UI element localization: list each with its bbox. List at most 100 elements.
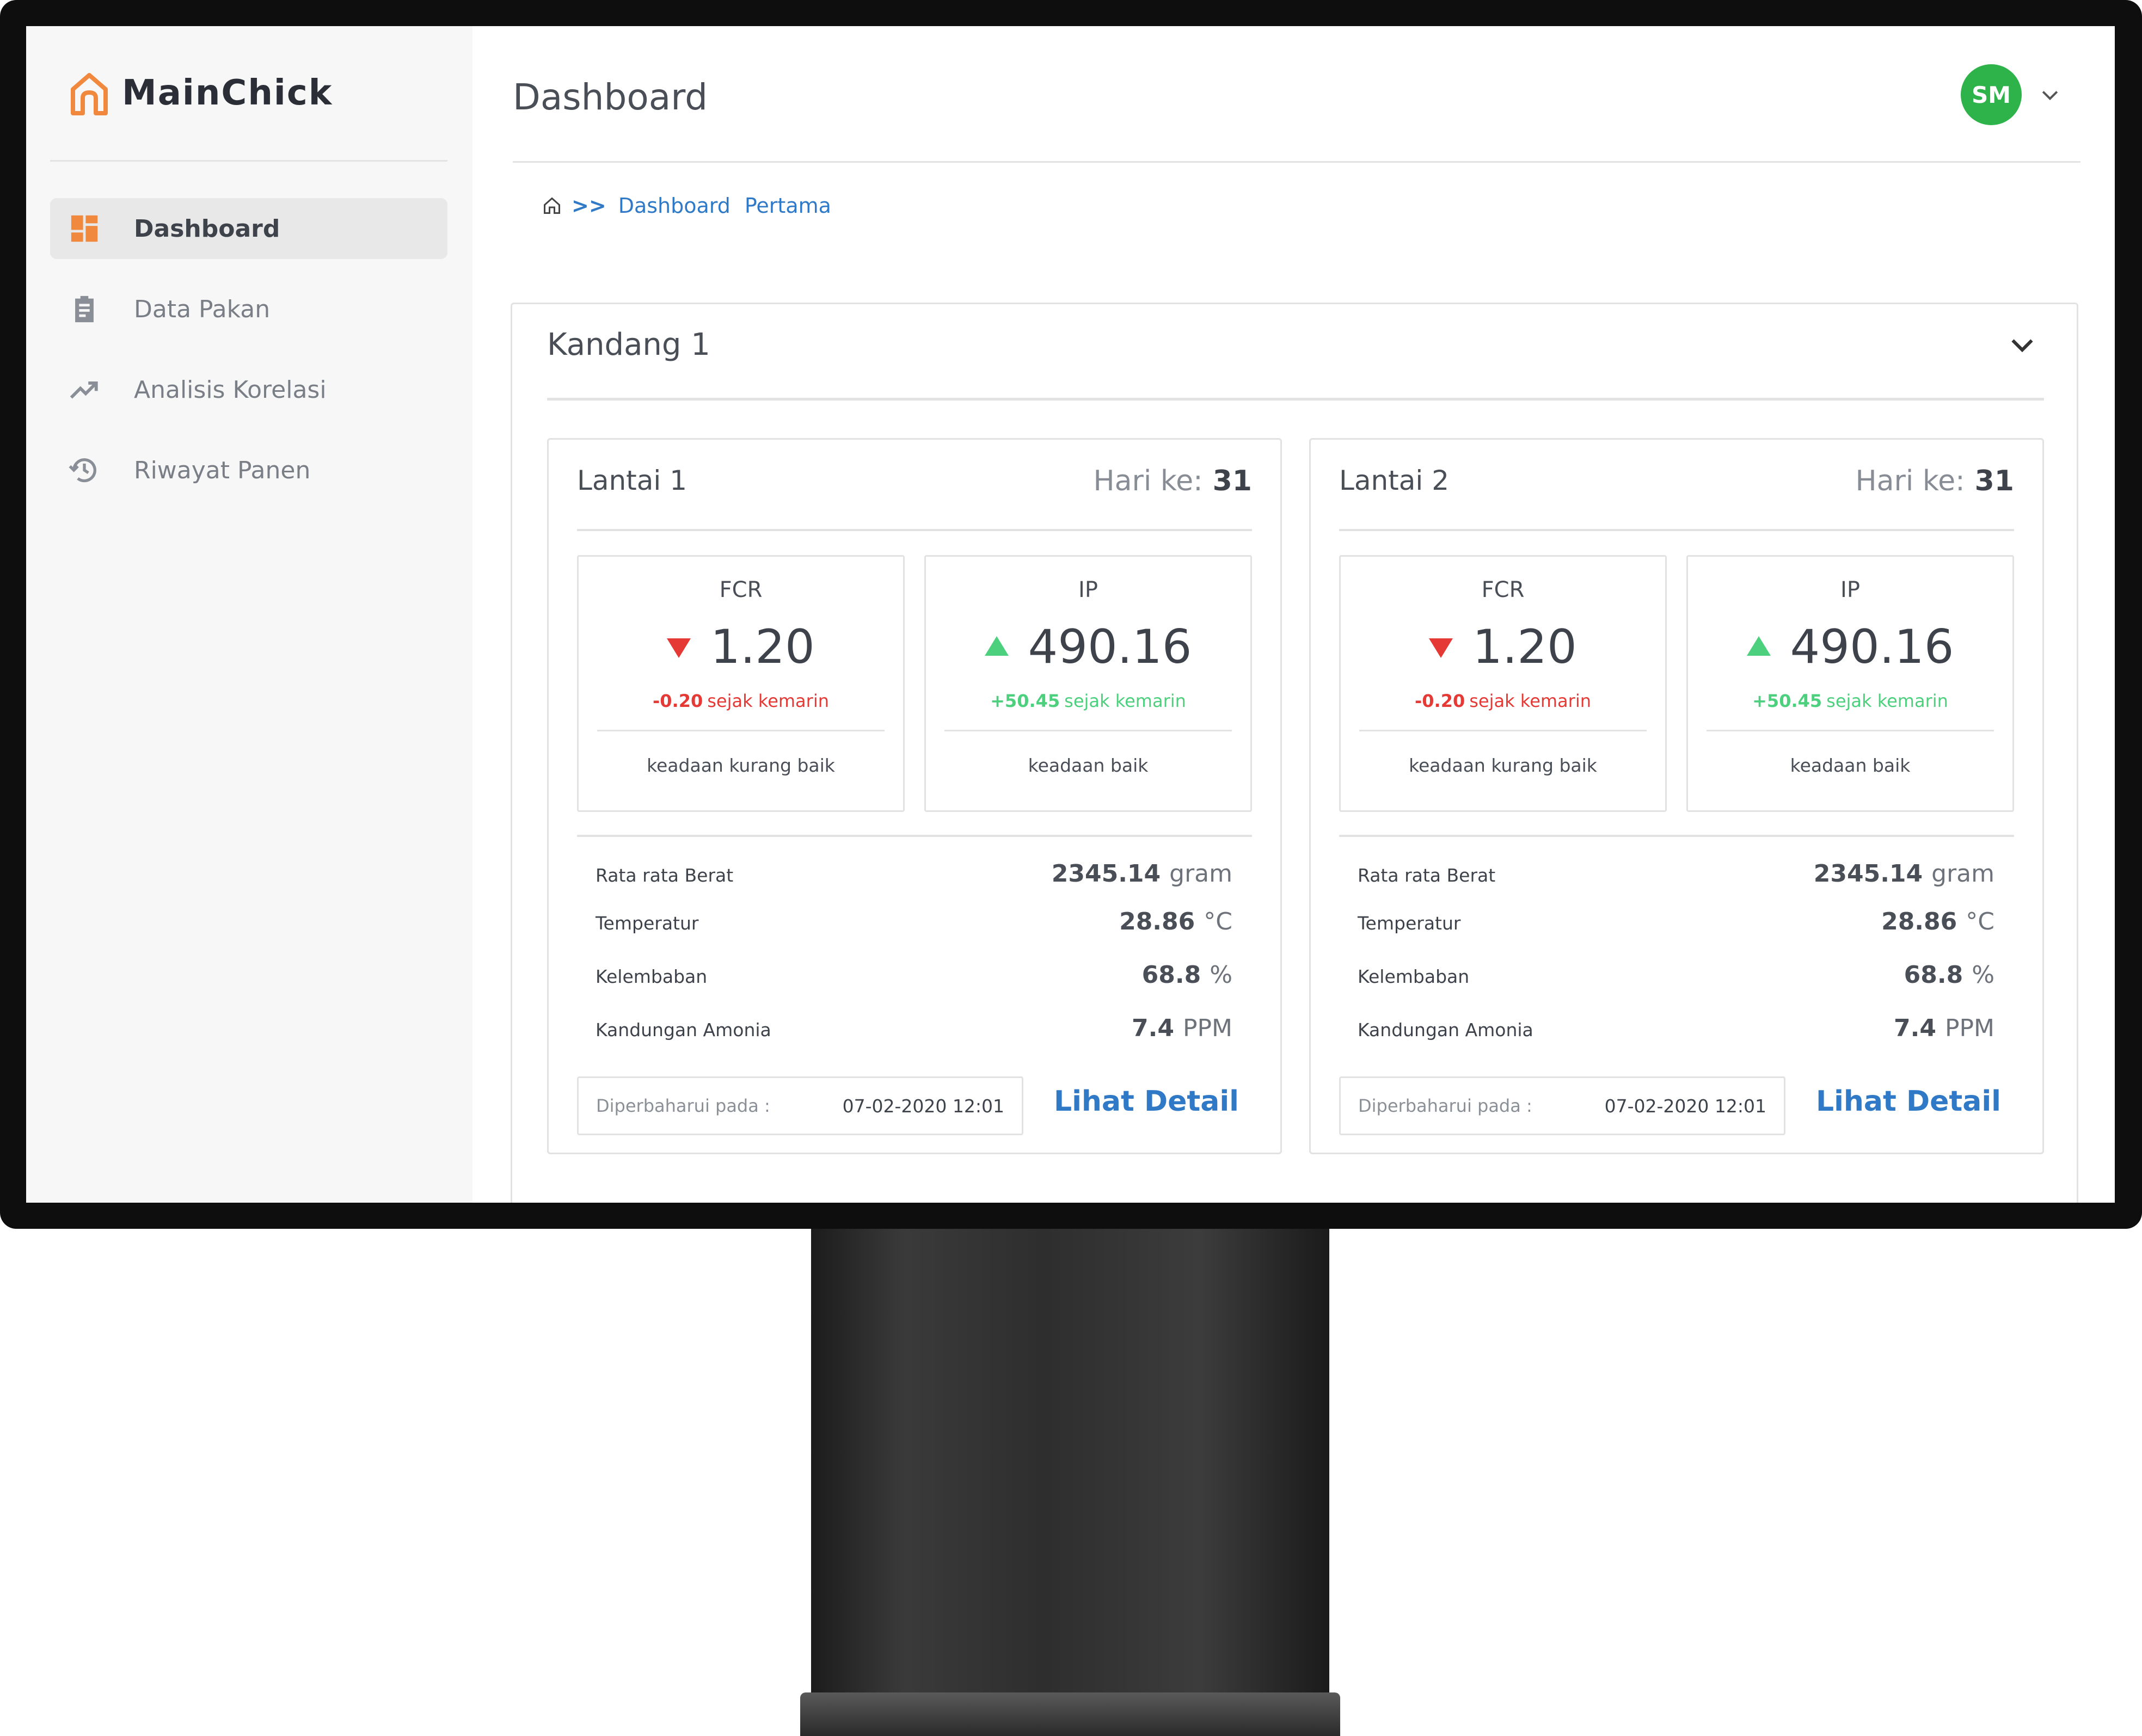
floor-title: Lantai 2	[1339, 465, 1450, 496]
updated-label: Diperbaharui pada :	[1358, 1095, 1532, 1116]
history-icon	[69, 458, 96, 483]
stat-value: 68.8%	[1142, 961, 1232, 989]
humidity-value: 68.8	[1904, 961, 1963, 989]
breadcrumb-item-pertama[interactable]: Pertama	[744, 194, 831, 218]
change-text: sejak kemarin	[1826, 691, 1948, 711]
stat-row-weight: Rata rata Berat 2345.14 gram	[1358, 860, 1994, 888]
stat-label: Temperatur	[1358, 913, 1461, 934]
stat-row-humidity: Kelembaban 68.8%	[1358, 961, 1994, 989]
metric-divider	[1359, 730, 1647, 731]
day-label: Hari ke:	[1855, 465, 1965, 497]
metric-change: -0.20 sejak kemarin	[1341, 691, 1665, 711]
floor-card-lantai-2: Lantai 2 Hari ke: 31 FCR 1.20 -0.20 sejak …	[1309, 438, 2044, 1154]
updated-value: 07-02-2020 12:01	[1604, 1095, 1766, 1117]
monitor-stand	[811, 1229, 1329, 1736]
stat-row-temperature: Temperatur 28.86 °C	[596, 908, 1232, 935]
change-text: sejak kemarin	[1064, 691, 1186, 711]
stat-value: 28.86 °C	[1119, 908, 1232, 935]
humidity-unit: %	[1210, 961, 1232, 989]
arrow-up-icon	[1746, 636, 1771, 656]
stat-value: 28.86 °C	[1881, 908, 1994, 935]
fcr-value: 1.20	[710, 620, 815, 674]
sidebar-item-label: Riwayat Panen	[134, 456, 311, 484]
sidebar-item-riwayat-panen[interactable]: Riwayat Panen	[50, 440, 447, 501]
stats-divider	[577, 835, 1252, 837]
stat-label: Temperatur	[596, 913, 699, 934]
stat-value: 7.4 PPM	[1132, 1014, 1232, 1042]
stat-row-ammonia: Kandungan Amonia 7.4 PPM	[1358, 1014, 1994, 1042]
breadcrumb-item-dashboard[interactable]: Dashboard	[618, 194, 731, 218]
temperature-value: 28.86	[1119, 908, 1195, 935]
monitor-bezel: MainChick Dashboard	[0, 0, 2142, 1229]
stat-value: 2345.14 gram	[1052, 860, 1232, 888]
ip-metric-card: IP 490.16 +50.45 sejak kemarin keadaan ba…	[1686, 555, 2014, 812]
weight-value: 2345.14	[1813, 860, 1923, 888]
metric-state: keadaan kurang baik	[1409, 755, 1597, 776]
day-value: 31	[1212, 465, 1252, 497]
humidity-unit: %	[1972, 961, 1994, 989]
metric-state: keadaan kurang baik	[647, 755, 835, 776]
app-screen: MainChick Dashboard	[26, 26, 2115, 1203]
floor-day: Hari ke: 31	[1856, 465, 2014, 497]
metric-value: 1.20	[579, 620, 903, 674]
collapse-chevron-icon[interactable]	[2006, 328, 2039, 361]
house-logo-icon	[71, 73, 108, 115]
weight-unit: gram	[1931, 860, 1994, 888]
breadcrumb-separator: >>	[572, 194, 606, 218]
app-logo[interactable]: MainChick	[69, 71, 333, 115]
stats-divider	[1339, 835, 2014, 837]
metric-state: keadaan baik	[1028, 755, 1149, 776]
home-icon[interactable]	[542, 196, 562, 216]
dashboard-icon	[71, 215, 98, 242]
updated-box: Diperbaharui pada : 07-02-2020 12:01	[1339, 1076, 1785, 1135]
ip-value: 490.16	[1028, 620, 1192, 674]
sidebar-item-label: Dashboard	[134, 214, 280, 243]
floor-title: Lantai 1	[577, 465, 688, 496]
fcr-value: 1.20	[1472, 620, 1577, 674]
updated-label: Diperbaharui pada :	[596, 1095, 770, 1116]
page-title: Dashboard	[513, 76, 708, 118]
change-value: -0.20	[1415, 691, 1465, 711]
clipboard-icon	[75, 296, 94, 323]
metric-value: 490.16	[1688, 620, 2012, 674]
sidebar-nav: Dashboard Data Pakan A	[50, 198, 447, 520]
metric-change: +50.45 sejak kemarin	[926, 691, 1250, 711]
floor-card-lantai-1: Lantai 1 Hari ke: 31 FCR 1.20 -0.20 sejak …	[547, 438, 1282, 1154]
sidebar: MainChick Dashboard	[26, 26, 472, 1203]
ammonia-unit: PPM	[1944, 1014, 1994, 1042]
header-divider	[513, 161, 2080, 163]
chevron-down-icon[interactable]	[2038, 83, 2062, 107]
sidebar-item-analisis-korelasi[interactable]: Analisis Korelasi	[50, 359, 447, 420]
monitor-stand-base	[800, 1692, 1340, 1736]
metric-change: +50.45 sejak kemarin	[1688, 691, 2012, 711]
stat-value: 7.4 PPM	[1894, 1014, 1994, 1042]
kandang-title: Kandang 1	[547, 327, 710, 362]
metric-divider	[597, 730, 885, 731]
ip-metric-card: IP 490.16 +50.45 sejak kemarin keadaan ba…	[924, 555, 1252, 812]
ammonia-value: 7.4	[1894, 1014, 1936, 1042]
stat-label: Kandungan Amonia	[1358, 1019, 1533, 1041]
panel-divider	[547, 398, 2044, 401]
stat-label: Rata rata Berat	[596, 865, 734, 886]
temperature-unit: °C	[1204, 908, 1232, 935]
sidebar-item-dashboard[interactable]: Dashboard	[50, 198, 447, 259]
sidebar-item-data-pakan[interactable]: Data Pakan	[50, 279, 447, 340]
ammonia-value: 7.4	[1132, 1014, 1174, 1042]
stat-label: Kelembaban	[1358, 966, 1470, 987]
metric-value: 1.20	[1341, 620, 1665, 674]
change-text: sejak kemarin	[1469, 691, 1591, 711]
trending-up-icon	[70, 381, 98, 399]
sidebar-item-label: Analisis Korelasi	[134, 375, 327, 404]
user-avatar[interactable]: SM	[1961, 64, 2022, 125]
lihat-detail-link[interactable]: Lihat Detail	[1815, 1085, 2001, 1118]
metric-state: keadaan baik	[1790, 755, 1911, 776]
lihat-detail-link[interactable]: Lihat Detail	[1053, 1085, 1239, 1118]
change-text: sejak kemarin	[707, 691, 829, 711]
stat-value: 2345.14 gram	[1814, 860, 1994, 888]
metric-label: IP	[1840, 577, 1860, 602]
stat-value: 68.8%	[1904, 961, 1994, 989]
metric-label: FCR	[719, 577, 763, 602]
change-value: +50.45	[990, 691, 1060, 711]
weight-value: 2345.14	[1051, 860, 1161, 888]
metric-label: FCR	[1481, 577, 1525, 602]
